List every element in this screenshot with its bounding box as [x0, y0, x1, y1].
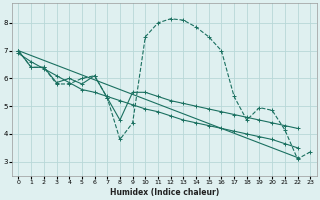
X-axis label: Humidex (Indice chaleur): Humidex (Indice chaleur): [110, 188, 219, 197]
